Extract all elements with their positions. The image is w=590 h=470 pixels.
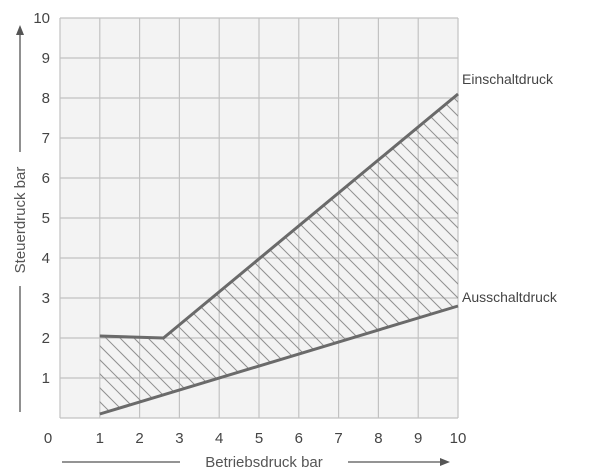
- x-tick-9: 9: [414, 430, 422, 447]
- series-labels: Einschaltdruck Ausschaltdruck: [462, 71, 558, 305]
- series-group: [99, 92, 459, 416]
- hatch-line: [99, 94, 187, 414]
- hatch-line: [99, 94, 271, 414]
- x-tick-8: 8: [374, 430, 382, 447]
- label-ausschaltdruck: Ausschaltdruck: [462, 289, 558, 305]
- hatch-line: [99, 94, 299, 414]
- hatch-line: [135, 94, 459, 414]
- hatch-line: [99, 94, 285, 414]
- grid-lines: [59, 17, 459, 419]
- hatch-line: [149, 94, 459, 414]
- x-tick-labels: 0 1 2 3 4 5 6 7 8 9 10: [44, 430, 467, 447]
- series-einschaltdruck-line: [99, 92, 459, 340]
- x-axis-title-bg: [180, 452, 348, 470]
- x-tick-4: 4: [215, 430, 223, 447]
- hatch-line: [163, 94, 459, 414]
- hatch-line: [99, 94, 257, 414]
- hatch-line: [177, 94, 459, 414]
- y-tick-3: 3: [42, 290, 50, 307]
- x-tick-6: 6: [295, 430, 303, 447]
- hatch-line: [99, 94, 201, 414]
- hatch-line: [219, 94, 459, 414]
- hatch-line: [191, 94, 459, 414]
- hatch-line: [247, 94, 459, 414]
- y-tick-6: 6: [42, 170, 50, 187]
- y-tick-7: 7: [42, 130, 50, 147]
- x-tick-5: 5: [255, 430, 263, 447]
- hatch-line: [205, 94, 459, 414]
- x-tick-1: 1: [96, 430, 104, 447]
- hatch-line: [99, 94, 243, 414]
- x-tick-7: 7: [334, 430, 342, 447]
- y-tick-8: 8: [42, 90, 50, 107]
- x-tick-2: 2: [135, 430, 143, 447]
- y-axis-title-bg: [10, 152, 30, 286]
- x-tick-0: 0: [44, 430, 52, 447]
- x-axis-title: Betriebsdruck bar: [205, 454, 323, 470]
- label-einschaltdruck: Einschaltdruck: [462, 71, 554, 87]
- x-tick-10: 10: [450, 430, 467, 447]
- series-ausschaltdruck-line: [99, 304, 459, 416]
- y-tick-labels: 1 2 3 4 5 6 7 8 9 10: [33, 10, 50, 387]
- y-tick-4: 4: [42, 250, 50, 267]
- y-axis-title: Steuerdruck bar: [12, 167, 29, 274]
- x-tick-3: 3: [175, 430, 183, 447]
- hatch-line: [99, 94, 173, 414]
- hatch-line: [99, 94, 229, 414]
- y-tick-1: 1: [42, 370, 50, 387]
- y-tick-2: 2: [42, 330, 50, 347]
- y-tick-10: 10: [33, 10, 50, 27]
- y-tick-5: 5: [42, 210, 50, 227]
- hatch-line: [99, 94, 215, 414]
- y-tick-9: 9: [42, 50, 50, 67]
- hatch-line: [233, 94, 459, 414]
